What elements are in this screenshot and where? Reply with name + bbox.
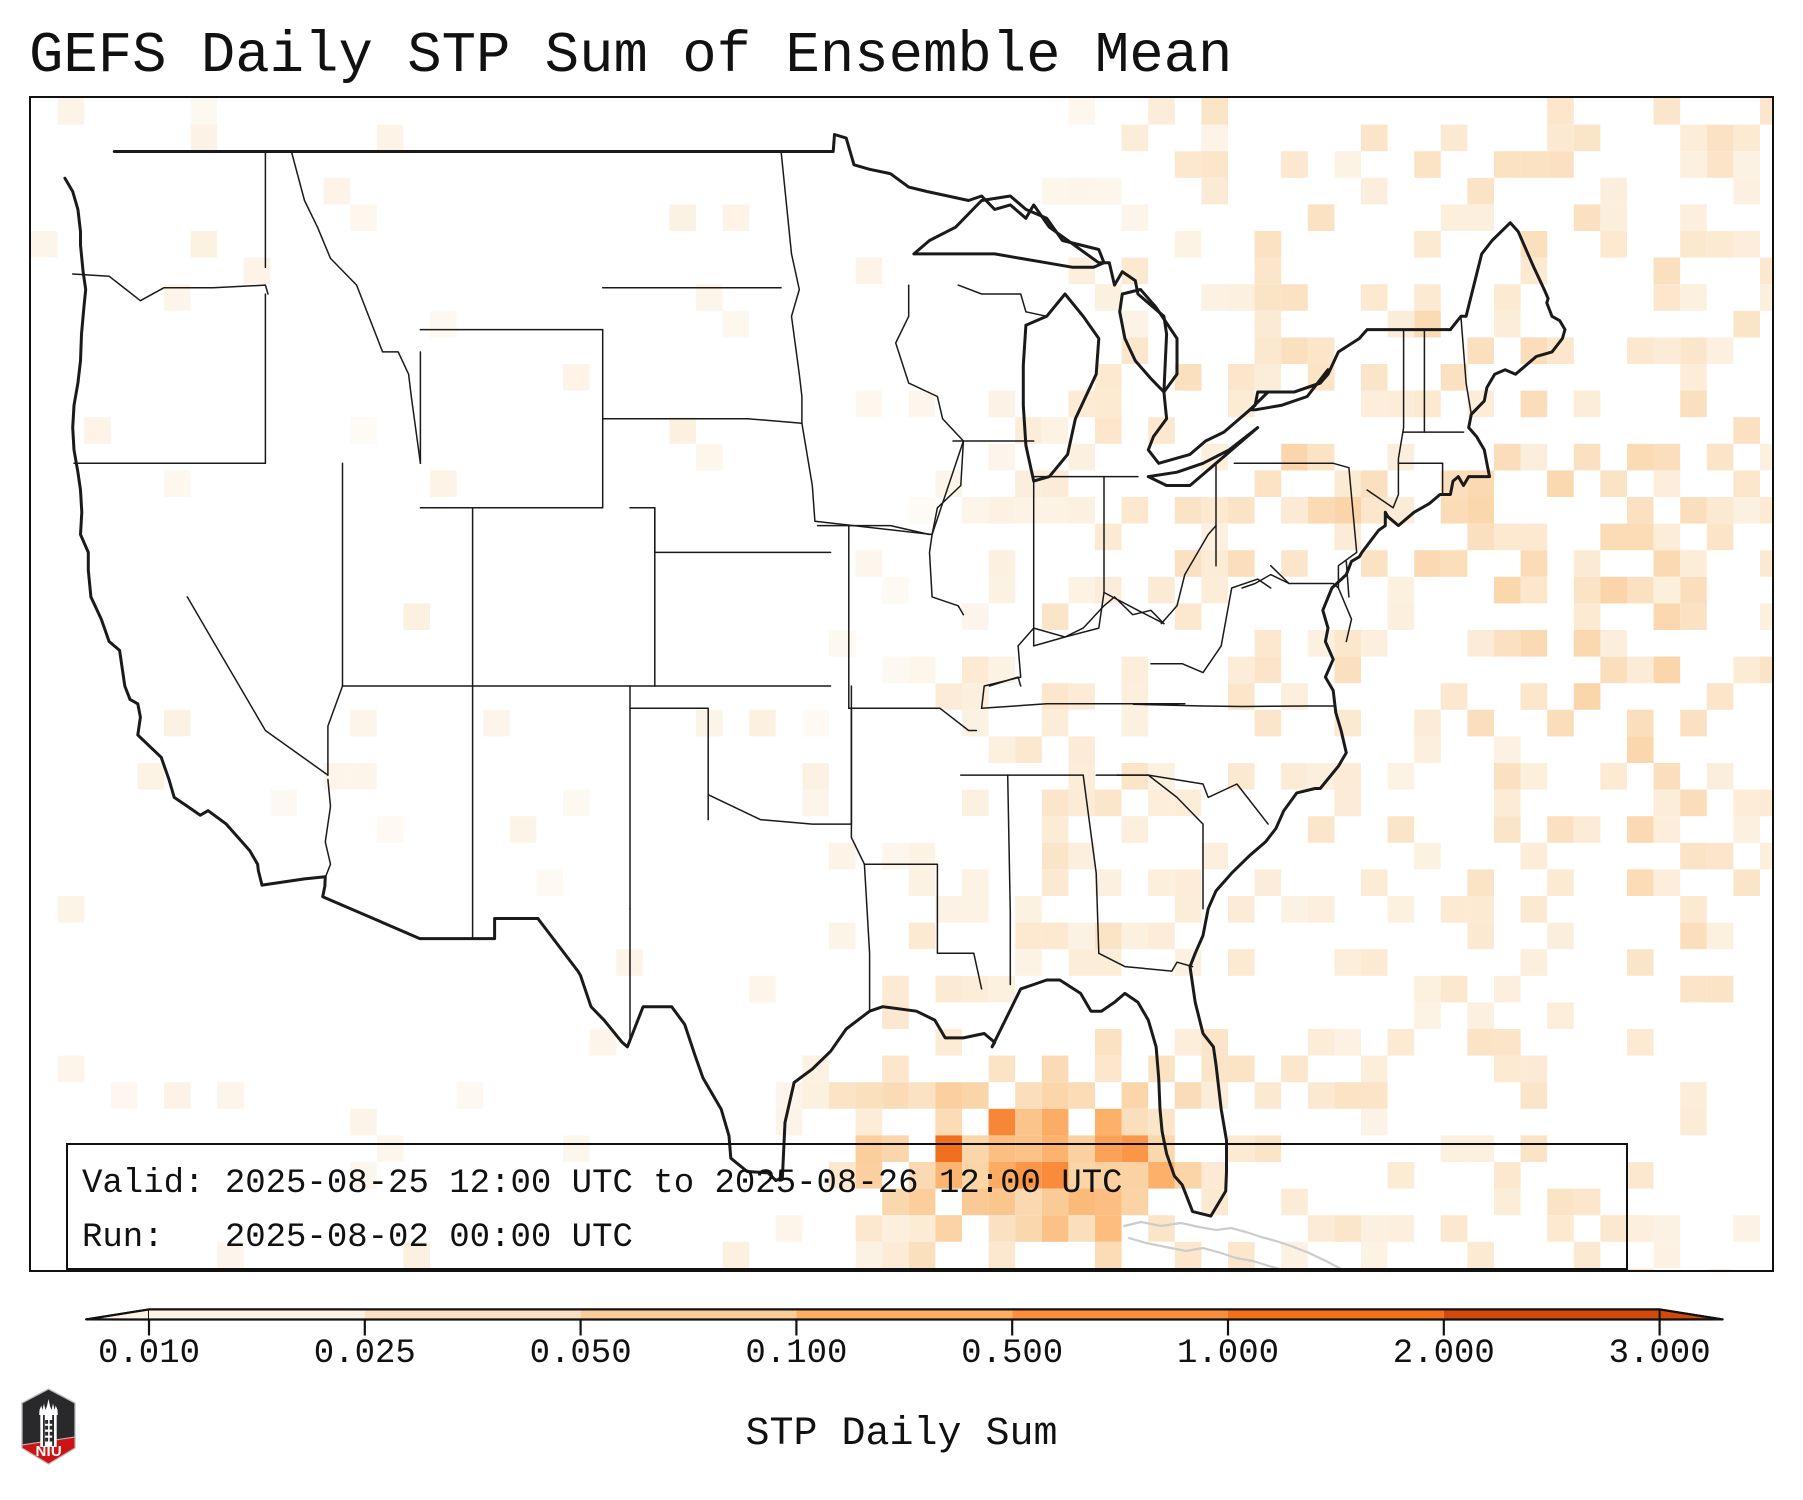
svg-text:NIU: NIU (35, 1443, 61, 1460)
